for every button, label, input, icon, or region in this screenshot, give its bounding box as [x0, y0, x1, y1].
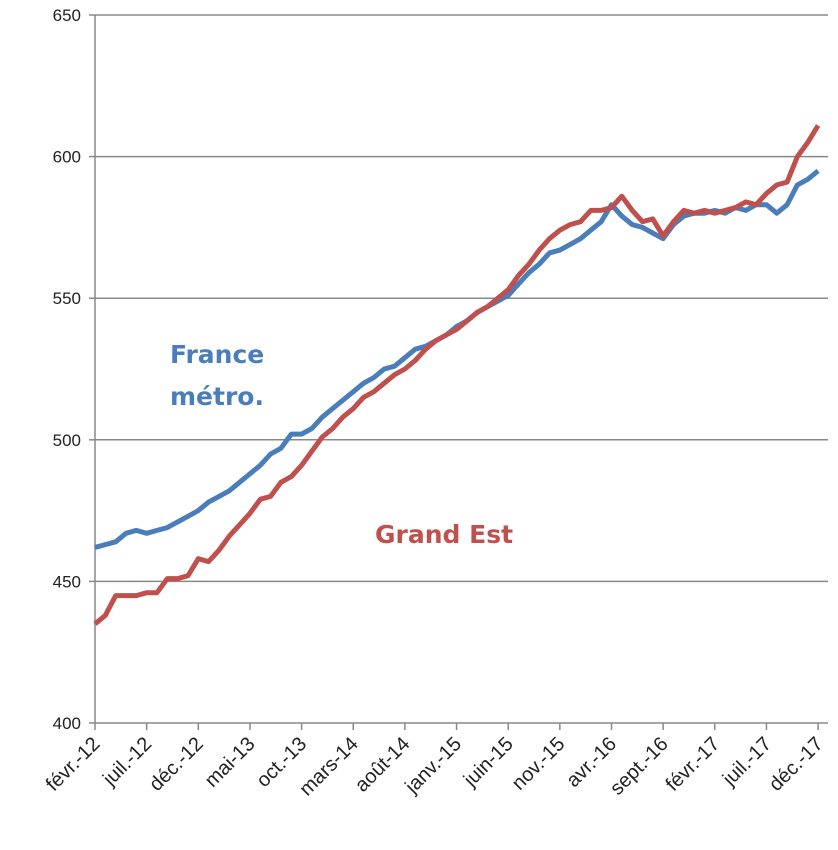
- series-label: Grand Est: [375, 520, 514, 549]
- y-tick-label: 600: [53, 148, 81, 167]
- x-tick-label: juin-15: [459, 733, 518, 792]
- x-tick-label: janv.-15: [401, 733, 467, 799]
- series-line: [93, 124, 821, 626]
- x-tick-label: déc.-12: [145, 733, 208, 796]
- x-tick-label: mai-13: [201, 733, 260, 792]
- x-tick-label: nov.-15: [508, 733, 570, 795]
- y-tick-label: 400: [53, 714, 81, 733]
- x-tick-label: févr.-17: [662, 733, 725, 796]
- y-tick-label: 650: [53, 6, 81, 25]
- y-tick-label: 500: [53, 431, 81, 450]
- y-tick-label: 550: [53, 289, 81, 308]
- series-label: France métro.: [170, 340, 265, 411]
- x-tick-label: sept.-16: [606, 733, 673, 800]
- y-tick-label: 450: [53, 572, 81, 591]
- x-tick-label: févr.-12: [42, 733, 105, 796]
- x-tick-label: déc.-17: [765, 733, 828, 796]
